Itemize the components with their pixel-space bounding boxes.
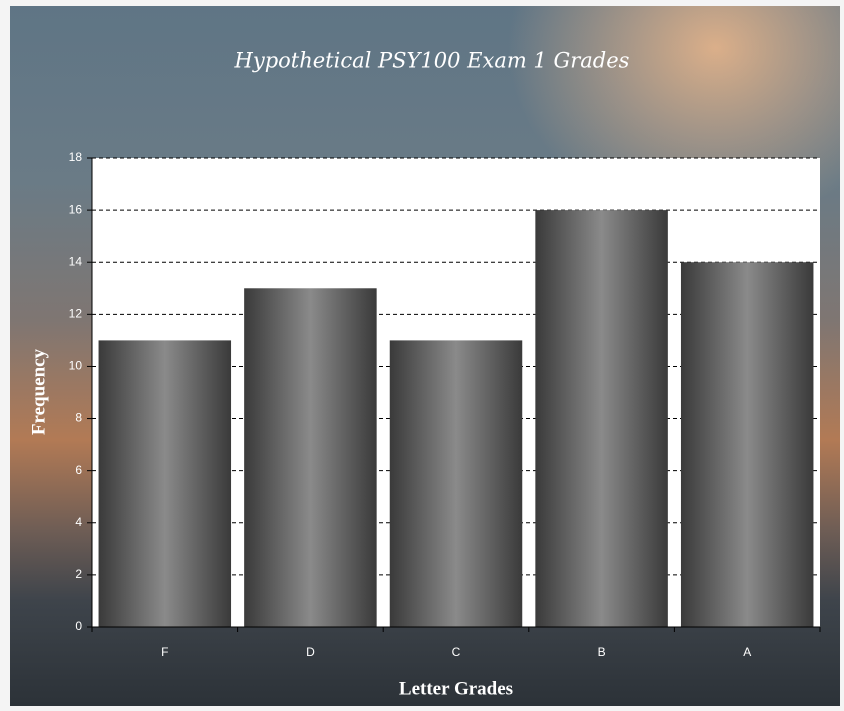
y-tick-label: 16 <box>69 202 83 216</box>
bar <box>389 340 523 627</box>
y-tick-label: 14 <box>69 254 83 268</box>
y-axis-label: Frequency <box>28 348 49 435</box>
y-tick-label: 0 <box>75 619 82 633</box>
bar <box>680 262 814 627</box>
y-tick-label: 2 <box>75 567 82 581</box>
y-tick-label: 12 <box>69 307 83 321</box>
chart-title: Hypothetical PSY100 Exam 1 Grades <box>234 49 630 73</box>
x-tick-label: D <box>306 645 315 659</box>
x-axis-label: Letter Grades <box>399 678 513 699</box>
x-tick-label: A <box>743 645 751 659</box>
x-tick-label: F <box>161 645 168 659</box>
bar <box>244 288 377 627</box>
y-tick-label: 6 <box>75 463 82 477</box>
bar <box>535 210 668 627</box>
y-tick-label: 10 <box>69 359 83 373</box>
x-tick-label: B <box>598 645 606 659</box>
y-tick-label: 18 <box>69 150 83 164</box>
y-tick-label: 8 <box>75 411 82 425</box>
y-tick-label: 4 <box>75 515 82 529</box>
bar <box>98 340 232 627</box>
x-tick-label: C <box>452 645 461 659</box>
